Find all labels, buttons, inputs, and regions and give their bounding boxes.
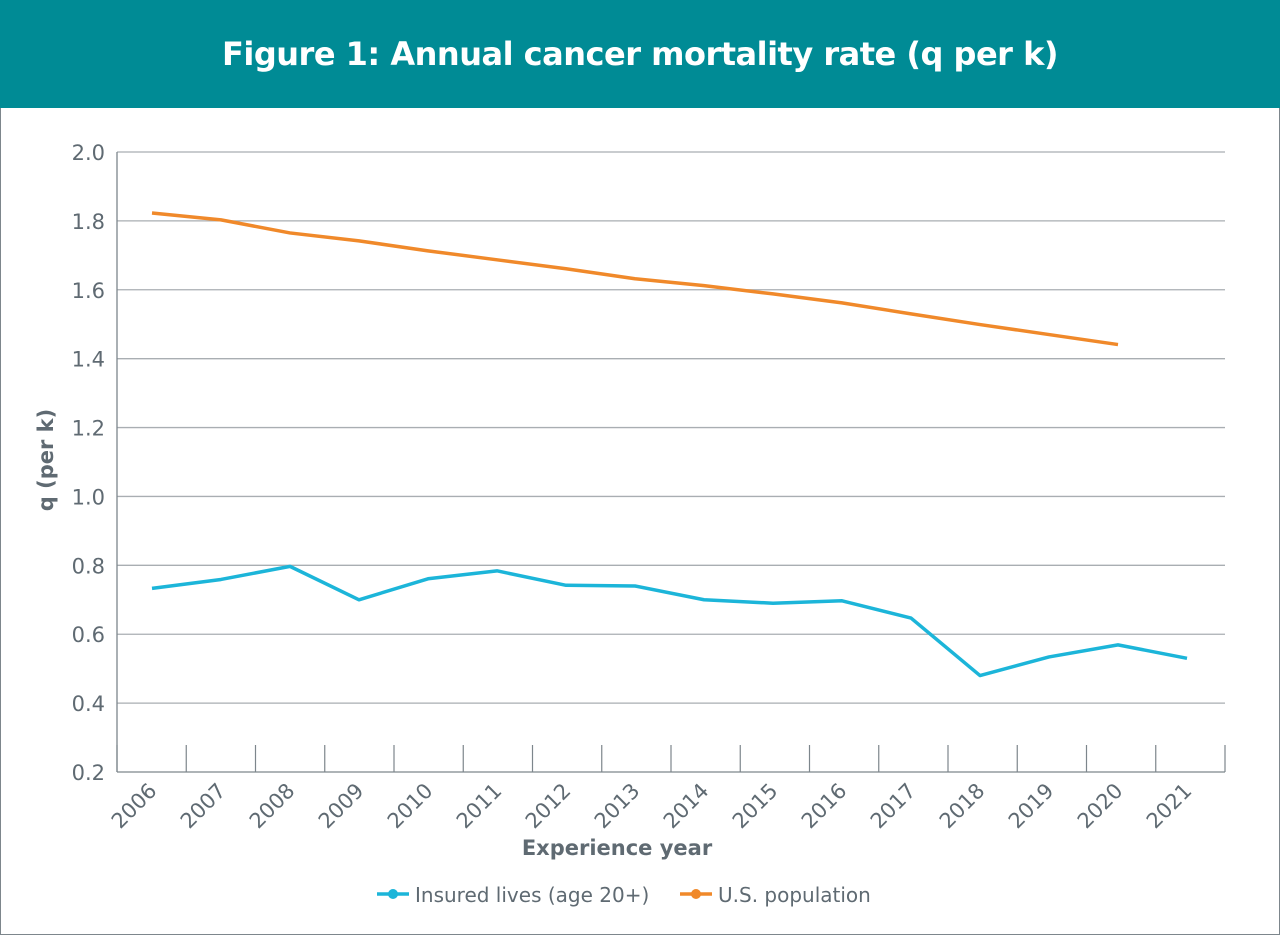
x-tick-label: 2016 [797, 779, 852, 834]
x-tick-label: 2018 [935, 779, 990, 834]
x-tick-label: 2017 [866, 779, 921, 834]
y-tick-labels: 0.2 0.4 0.6 0.8 1.0 1.2 1.4 1.6 1.8 2.0 [72, 141, 105, 785]
x-tick-label: 2015 [728, 779, 783, 834]
y-axis-label: q (per k) [34, 409, 58, 511]
x-tick-label: 2012 [521, 779, 576, 834]
chart-title: Figure 1: Annual cancer mortality rate (… [222, 35, 1058, 73]
y-tick-label: 0.8 [72, 554, 105, 578]
chart-header: Figure 1: Annual cancer mortality rate (… [0, 0, 1280, 108]
legend-marker [691, 889, 701, 899]
x-tick-label: 2014 [659, 779, 714, 834]
x-axis-label: Experience year [522, 836, 713, 860]
x-tick-label: 2021 [1142, 779, 1197, 834]
series-lines [151, 211, 1188, 678]
y-tick-label: 1.2 [72, 417, 105, 441]
legend-marker [388, 889, 398, 899]
gridlines [116, 151, 1225, 773]
legend-label: U.S. population [718, 883, 871, 907]
legend-label: Insured lives (age 20+) [415, 883, 649, 907]
x-tick-label: 2007 [176, 779, 231, 834]
y-tick-label: 0.2 [72, 761, 105, 785]
x-tick-label: 2011 [452, 779, 507, 834]
x-tick-label: 2008 [245, 779, 300, 834]
x-tick-label: 2019 [1004, 779, 1059, 834]
x-tick-label: 2013 [590, 779, 645, 834]
y-tick-label: 1.0 [72, 485, 105, 509]
y-tick-label: 2.0 [72, 141, 105, 165]
x-axis: 2006 2007 2008 2009 2010 2011 2012 2013 2014 2015… [107, 745, 1226, 834]
x-tick-label: 2009 [314, 779, 369, 834]
y-tick-label: 0.4 [72, 692, 105, 716]
series-line-insured-lives [151, 564, 1188, 678]
y-tick-label: 1.6 [72, 279, 105, 303]
y-tick-label: 0.6 [72, 623, 105, 647]
x-tick-label: 2006 [107, 779, 162, 834]
y-tick-label: 1.4 [72, 348, 105, 372]
legend: Insured lives (age 20+) U.S. population [377, 883, 871, 907]
x-tick-label: 2010 [383, 779, 438, 834]
x-tick-label: 2020 [1073, 779, 1128, 834]
y-tick-label: 1.8 [72, 210, 105, 234]
